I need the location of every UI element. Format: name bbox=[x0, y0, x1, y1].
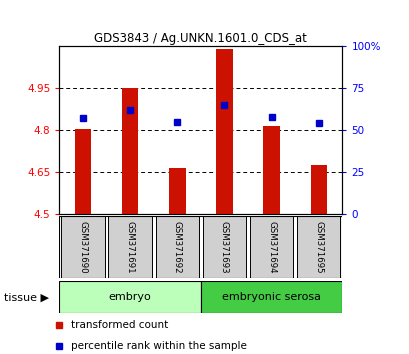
Text: percentile rank within the sample: percentile rank within the sample bbox=[70, 341, 246, 351]
Bar bbox=[249, 216, 292, 278]
Bar bbox=[310, 165, 326, 214]
Bar bbox=[61, 216, 104, 278]
Bar bbox=[74, 129, 91, 214]
Bar bbox=[216, 49, 232, 214]
Bar bbox=[169, 168, 185, 214]
Text: GSM371693: GSM371693 bbox=[220, 221, 228, 273]
Text: embryo: embryo bbox=[108, 292, 151, 302]
Text: GSM371691: GSM371691 bbox=[126, 221, 134, 273]
Bar bbox=[202, 216, 245, 278]
Bar bbox=[200, 281, 342, 313]
Bar bbox=[59, 281, 200, 313]
Bar bbox=[263, 126, 279, 214]
Text: tissue ▶: tissue ▶ bbox=[4, 292, 49, 302]
Text: transformed count: transformed count bbox=[70, 320, 168, 330]
Bar bbox=[108, 216, 151, 278]
Bar bbox=[121, 88, 138, 214]
Bar bbox=[297, 216, 339, 278]
Text: GSM371692: GSM371692 bbox=[173, 221, 181, 273]
Title: GDS3843 / Ag.UNKN.1601.0_CDS_at: GDS3843 / Ag.UNKN.1601.0_CDS_at bbox=[94, 32, 307, 45]
Text: GSM371694: GSM371694 bbox=[267, 221, 275, 273]
Bar bbox=[155, 216, 198, 278]
Text: GSM371695: GSM371695 bbox=[314, 221, 322, 273]
Text: GSM371690: GSM371690 bbox=[79, 221, 87, 273]
Text: embryonic serosa: embryonic serosa bbox=[222, 292, 320, 302]
